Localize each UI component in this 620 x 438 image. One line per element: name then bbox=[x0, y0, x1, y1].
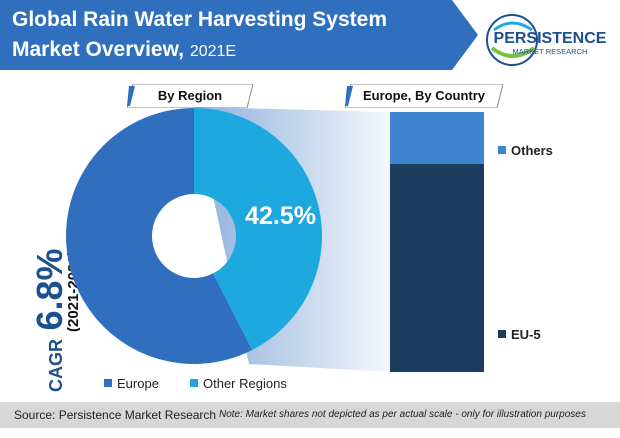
legend-swatch-eu5 bbox=[498, 330, 506, 338]
cagr-value: 6.8% bbox=[29, 248, 70, 330]
bar-segment-others bbox=[390, 112, 484, 164]
title-banner-shape bbox=[0, 0, 478, 70]
donut-slice-other-regions bbox=[194, 108, 322, 351]
cagr-prefix: CAGR bbox=[46, 339, 66, 392]
page-title-line-2: Market Overview, 2021E bbox=[12, 38, 236, 62]
logo-name: PERSISTENCE bbox=[494, 30, 607, 47]
note-text: Note: Market shares not depicted as per … bbox=[219, 409, 586, 420]
footer-bar: Source: Persistence Market Research Note… bbox=[0, 402, 620, 428]
title-banner: Global Rain Water Harvesting System Mark… bbox=[0, 0, 478, 70]
region-donut-chart: 42.5% bbox=[66, 108, 322, 364]
cagr-label: CAGR 6.8% (2021-2031) bbox=[20, 100, 82, 400]
legend-label-eu5: EU-5 bbox=[511, 327, 541, 342]
by-region-tag: By Region bbox=[127, 84, 253, 108]
persistence-logo: PERSISTENCE MARKET RESEARCH bbox=[484, 8, 614, 72]
legend-item-others: Others bbox=[498, 143, 553, 158]
legend-label-other-regions: Other Regions bbox=[203, 376, 287, 391]
bar-segment-eu-5 bbox=[390, 164, 484, 372]
country-stacked-bar bbox=[390, 112, 484, 372]
legend-item-other-regions: Other Regions bbox=[190, 376, 287, 391]
page-title-text: Market Overview, bbox=[12, 38, 184, 61]
by-region-title: By Region bbox=[157, 88, 223, 103]
europe-by-country-title: Europe, By Country bbox=[362, 88, 486, 103]
legend-swatch-europe bbox=[104, 379, 112, 387]
svg-text:CAGR 6.8%: CAGR 6.8% bbox=[29, 248, 70, 392]
source-text: Source: Persistence Market Research bbox=[14, 408, 217, 422]
legend-label-europe: Europe bbox=[117, 376, 159, 391]
legend-swatch-other-regions bbox=[190, 379, 198, 387]
europe-by-country-tag: Europe, By Country bbox=[345, 84, 503, 108]
logo-subtitle: MARKET RESEARCH bbox=[513, 47, 588, 56]
globe-icon bbox=[486, 14, 538, 66]
page-title-year: 2021E bbox=[189, 43, 237, 60]
donut-data-label-other-regions: 42.5% bbox=[245, 202, 316, 230]
legend-label-others: Others bbox=[511, 143, 553, 158]
legend-swatch-others bbox=[498, 146, 506, 154]
donut-slice-europe bbox=[66, 108, 253, 364]
page-title-line-1: Global Rain Water Harvesting System bbox=[12, 8, 387, 31]
legend-item-europe: Europe bbox=[104, 376, 159, 391]
legend-item-eu5: EU-5 bbox=[498, 327, 541, 342]
